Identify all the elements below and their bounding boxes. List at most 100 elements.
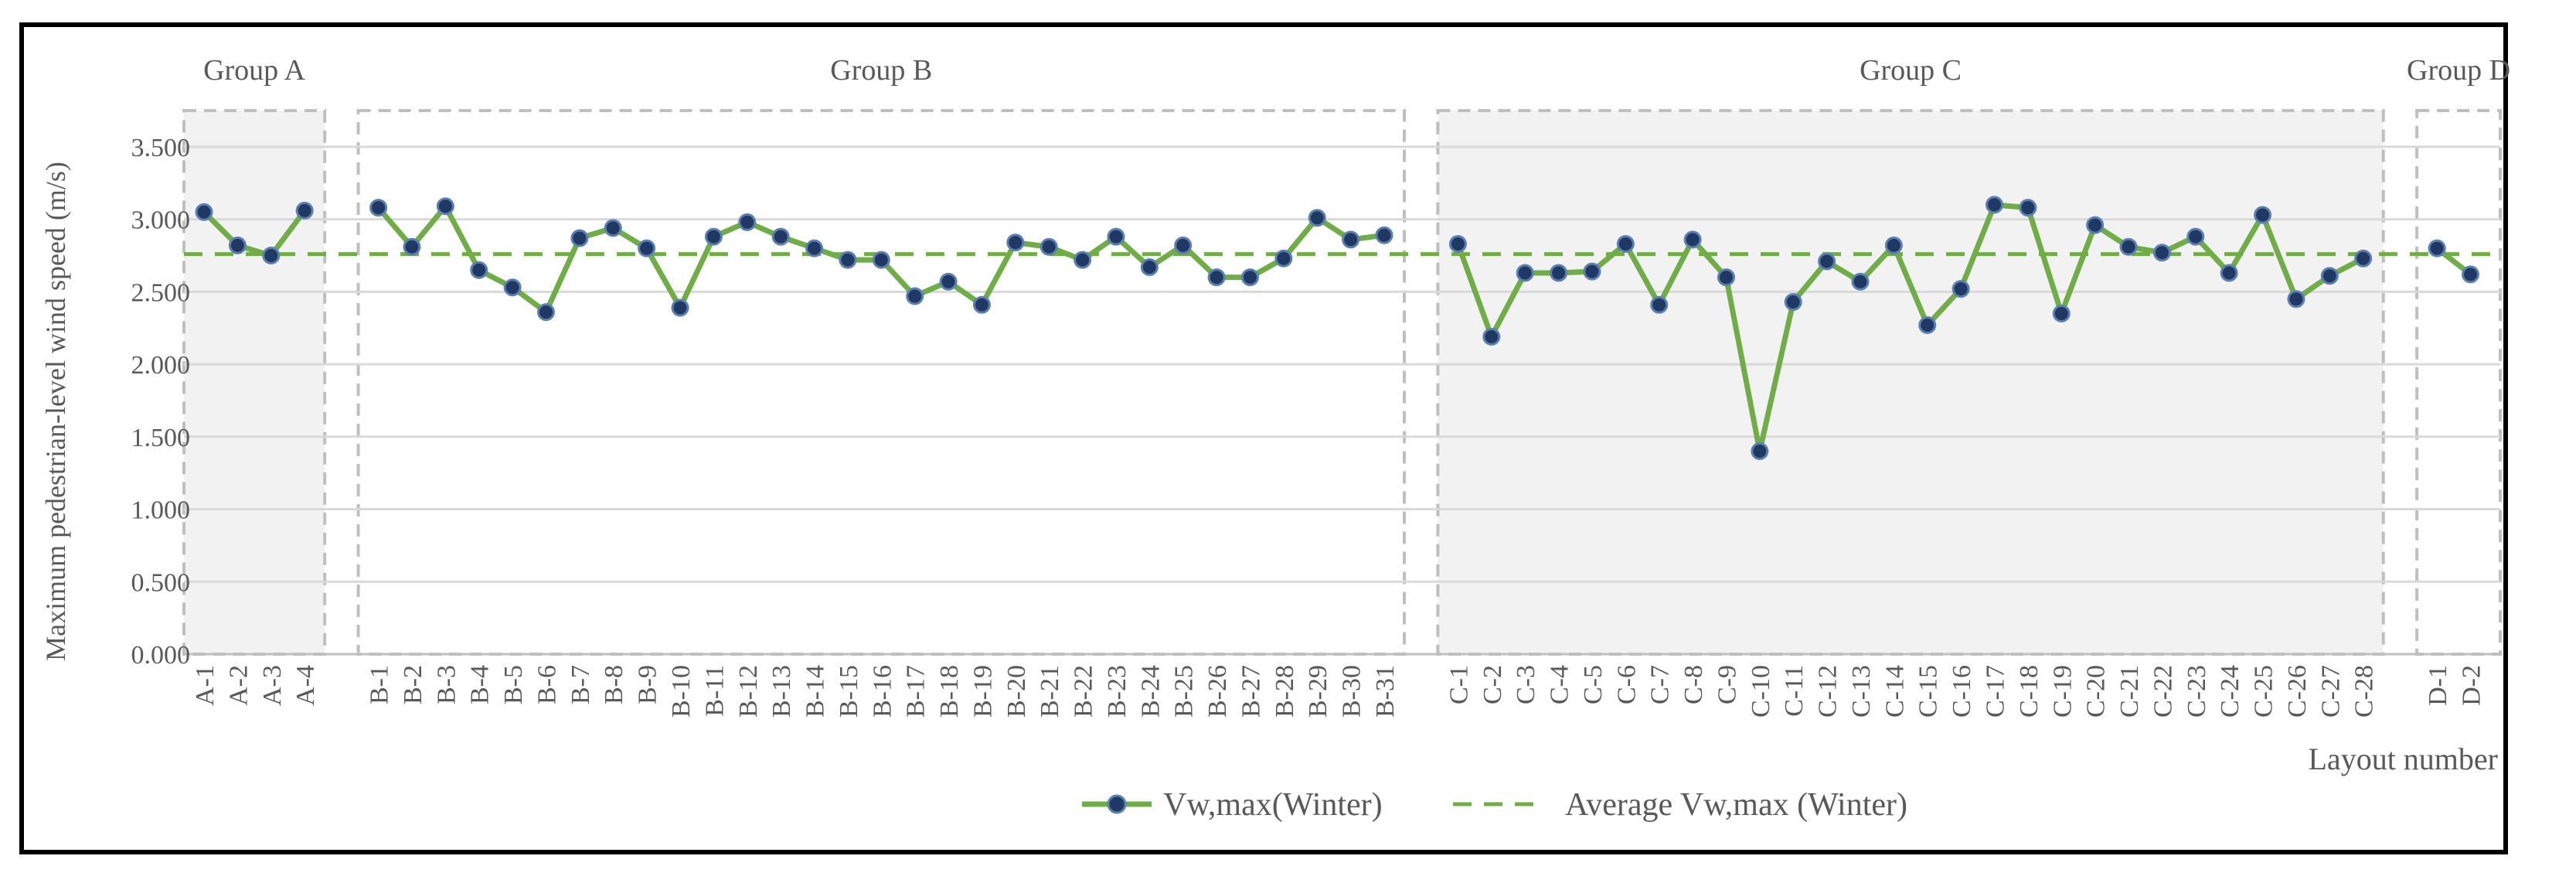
x-tick-label: B-30 <box>1338 665 1366 718</box>
data-point <box>1448 234 1467 253</box>
data-point <box>470 261 488 279</box>
data-point <box>1174 236 1193 254</box>
x-tick-label: D-2 <box>2457 665 2486 706</box>
y-tick-label: 2.000 <box>131 351 191 380</box>
x-tick-label: B-17 <box>902 665 931 718</box>
data-point <box>1274 249 1293 268</box>
legend: Vw,max(Winter) Average Vw,max (Winter) <box>1082 787 1907 823</box>
data-point <box>1751 442 1769 461</box>
x-tick-label: B-23 <box>1103 665 1131 718</box>
data-point <box>704 227 723 246</box>
x-tick-label: B-27 <box>1237 665 1265 718</box>
series-line-c <box>1455 202 2367 455</box>
x-tick-label: B-5 <box>499 665 528 704</box>
data-point <box>503 278 522 297</box>
data-point <box>1884 236 1903 254</box>
x-tick-label: B-18 <box>935 665 964 718</box>
group-label-1: Group A <box>203 54 306 87</box>
data-point <box>2254 206 2272 224</box>
data-point <box>2428 239 2446 257</box>
x-axis-label: Layout number <box>2309 742 2499 776</box>
x-tick-label: C-16 <box>1948 665 1976 718</box>
data-point <box>638 239 656 257</box>
x-tick-label: B-22 <box>1070 665 1098 718</box>
x-tick-label: B-29 <box>1304 665 1332 718</box>
data-point <box>738 213 757 231</box>
data-point <box>1342 230 1360 249</box>
data-point <box>2220 264 2238 282</box>
x-tick-label: B-25 <box>1170 665 1199 718</box>
data-point <box>403 237 421 256</box>
x-tick-label: B-9 <box>634 665 662 704</box>
y-axis-ticks: 0.000 0.500 1.000 1.500 2.000 2.500 3.000 3.500 <box>131 134 191 670</box>
x-tick-label: B-4 <box>466 665 495 704</box>
x-tick-label: B-10 <box>667 665 696 718</box>
x-tick-label: C-12 <box>1814 665 1843 718</box>
group-band-3 <box>1436 109 2385 656</box>
data-point <box>1717 268 1735 287</box>
x-tick-label: B-20 <box>1002 665 1031 718</box>
series-line-a <box>201 207 308 258</box>
data-point <box>1207 268 1226 287</box>
x-tick-label: C-19 <box>2048 665 2077 718</box>
y-tick-label: 3.000 <box>131 206 191 235</box>
data-point <box>1240 268 1259 287</box>
x-tick-label: C-15 <box>1914 665 1943 718</box>
data-point <box>1851 272 1870 291</box>
data-point <box>939 272 958 291</box>
data-point <box>2354 249 2373 268</box>
x-tick-label: B-6 <box>533 665 561 704</box>
y-axis-label: Maximum pedestrian-level wind speed (m/s… <box>40 162 71 661</box>
legend-series-label: Vw,max(Winter) <box>1163 787 1383 823</box>
data-point <box>906 287 924 305</box>
x-tick-label: C-24 <box>2216 665 2244 718</box>
data-point <box>1616 234 1635 253</box>
x-tick-label: C-11 <box>1780 665 1809 717</box>
group-label-3: Group C <box>1860 54 1962 87</box>
data-point <box>295 201 314 220</box>
x-tick-label: C-28 <box>2350 665 2379 718</box>
x-tick-label: B-16 <box>868 665 897 718</box>
data-point <box>872 251 890 269</box>
x-tick-label: B-14 <box>801 665 830 718</box>
x-tick-label: B-8 <box>600 665 628 704</box>
data-point <box>1583 262 1601 281</box>
y-tick-label: 2.500 <box>131 278 191 307</box>
x-tick-label: B-1 <box>366 665 394 704</box>
data-point <box>2019 199 2037 217</box>
x-tick-label: B-26 <box>1203 665 1232 718</box>
x-tick-label: B-28 <box>1271 665 1299 718</box>
x-tick-label: B-11 <box>700 665 729 717</box>
data-point <box>1952 280 1970 298</box>
data-point <box>1550 264 1568 282</box>
x-tick-label: B-19 <box>968 665 997 718</box>
x-tick-label: C-23 <box>2183 665 2211 718</box>
x-tick-label: C-25 <box>2250 665 2278 718</box>
data-point <box>2086 216 2105 234</box>
data-point <box>2186 227 2205 246</box>
x-tick-label: B-15 <box>835 665 863 718</box>
data-point <box>1683 230 1702 249</box>
x-axis-ticks: A-1 A-2 A-3 A-4 B-1 B-2 B-3 B-4 B-5 B-6 B-7 B-8 B-9 B… <box>191 665 2486 718</box>
x-tick-label: C-14 <box>1880 665 1909 718</box>
data-point <box>671 298 689 317</box>
series-layer <box>195 196 2479 461</box>
data-point <box>972 295 991 314</box>
x-tick-label: C-27 <box>2316 665 2345 718</box>
x-tick-label: C-2 <box>1479 665 1507 704</box>
data-point <box>195 203 213 221</box>
x-tick-label: C-26 <box>2283 665 2312 718</box>
data-point <box>1040 237 1058 256</box>
x-tick-label: C-18 <box>2015 665 2043 718</box>
x-tick-label: C-10 <box>1747 665 1775 718</box>
y-tick-label: 3.500 <box>131 134 191 162</box>
x-tick-label: C-21 <box>2115 665 2144 718</box>
group-band-1 <box>182 109 327 656</box>
data-point <box>536 303 555 322</box>
x-tick-label: C-6 <box>1612 665 1641 704</box>
x-tick-label: D-1 <box>2424 665 2452 706</box>
data-point <box>436 197 454 216</box>
x-tick-label: B-13 <box>767 665 796 718</box>
x-tick-label: C-17 <box>1981 665 2009 718</box>
x-tick-label: B-24 <box>1136 665 1165 718</box>
